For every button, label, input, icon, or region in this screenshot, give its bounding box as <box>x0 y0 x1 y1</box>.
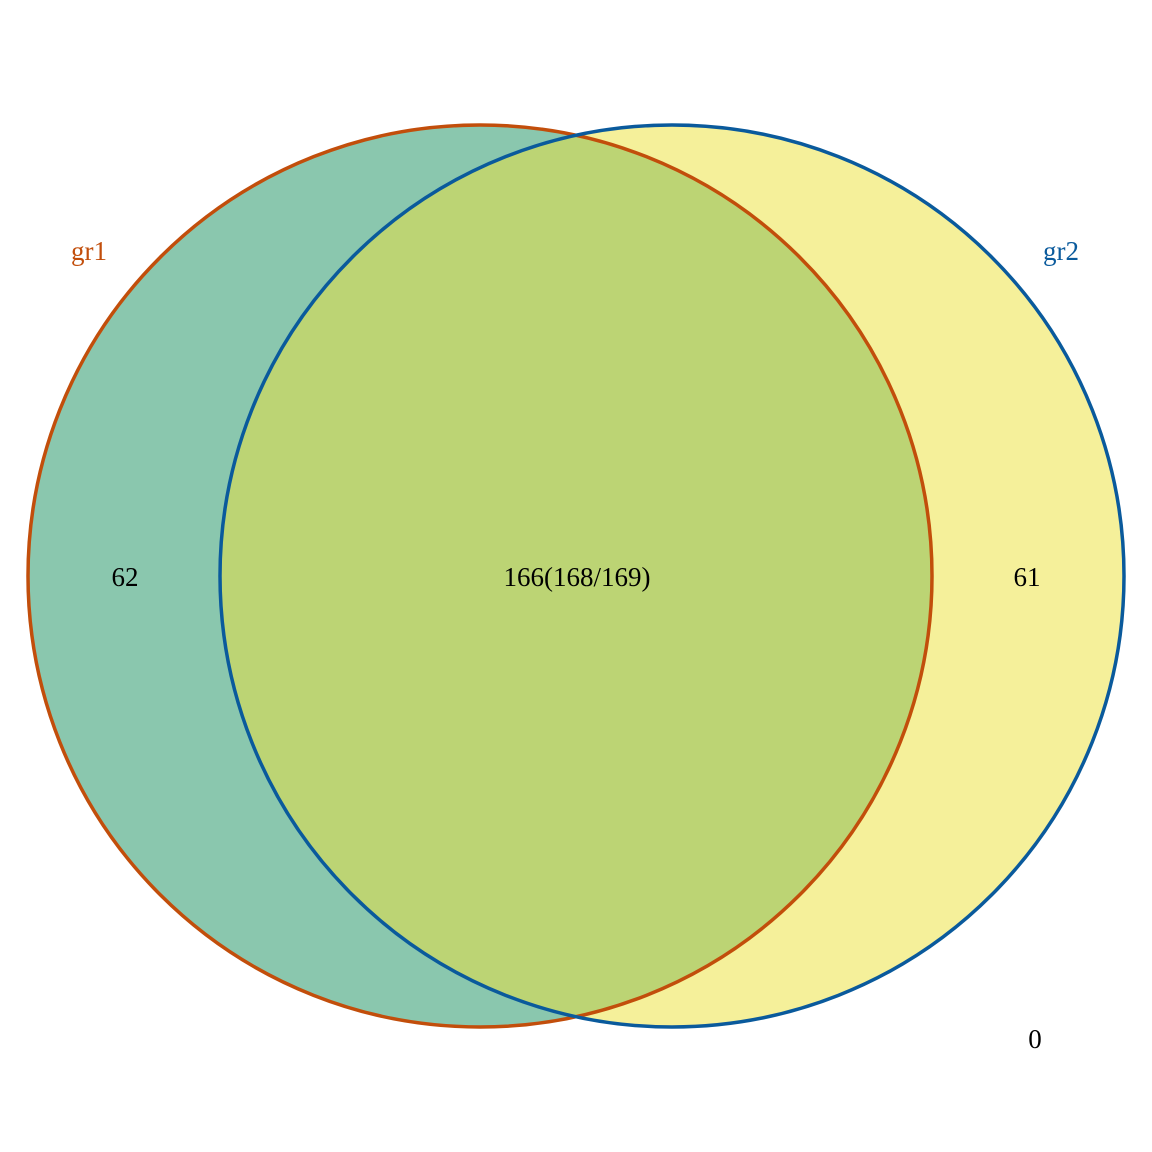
gr1-only-count: 62 <box>112 562 139 592</box>
gr2-set-label: gr2 <box>1043 236 1079 266</box>
outside-count: 0 <box>1028 1024 1042 1054</box>
gr1-circle-outline <box>26 123 934 1029</box>
gr2-circle-outline <box>218 123 1126 1029</box>
intersection-count: 166(168/169) <box>504 562 651 592</box>
gr1-set-label: gr1 <box>71 236 107 266</box>
gr2-only-count: 61 <box>1014 562 1041 592</box>
